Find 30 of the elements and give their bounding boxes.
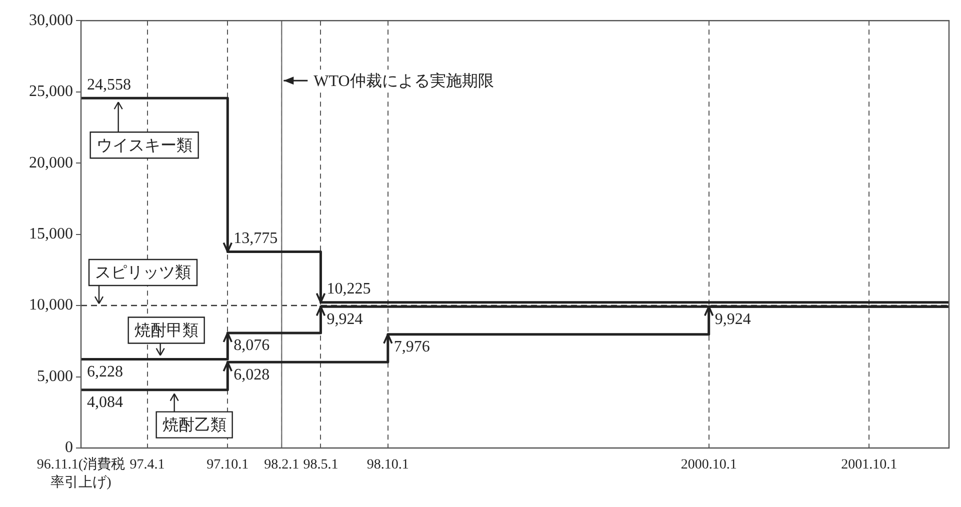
- series-label: 焼酎甲類: [134, 321, 198, 340]
- x-tick-label: 97.10.1: [206, 458, 249, 473]
- ref-line-label: WTO仲裁による実施期限: [314, 72, 494, 90]
- data-label: 6,028: [234, 366, 270, 384]
- y-tick-label: 20,000: [29, 154, 73, 172]
- x-tick-label: 97.4.1: [130, 458, 165, 473]
- data-label: 8,076: [234, 337, 270, 354]
- data-label: 24,558: [87, 76, 131, 94]
- data-label: 6,228: [87, 363, 123, 380]
- legend-label: ウイスキー類: [96, 136, 192, 154]
- legend-label: 焼酎乙類: [162, 416, 226, 434]
- data-label: 9,924: [326, 310, 363, 328]
- data-label: 10,225: [326, 280, 371, 298]
- data-label: 13,775: [234, 230, 278, 247]
- data-label: 7,976: [394, 338, 430, 356]
- y-tick-label: 0: [65, 439, 73, 456]
- x-tick-label: 98.2.1: [264, 458, 300, 473]
- x-tick-label: 98.10.1: [366, 458, 409, 473]
- x-tick-label: 98.5.1: [303, 458, 338, 473]
- x-tick-label: 2001.10.1: [841, 458, 898, 473]
- ref-line-label: スピリッツ類: [95, 264, 191, 282]
- x-tick-label: 2000.10.1: [680, 458, 737, 473]
- y-tick-label: 15,000: [29, 226, 73, 243]
- y-tick-label: 10,000: [29, 296, 73, 314]
- data-label: 9,924: [714, 310, 751, 328]
- data-label: 4,084: [87, 394, 123, 412]
- y-tick-label: 5,000: [37, 368, 73, 385]
- y-tick-label: 25,000: [29, 83, 73, 100]
- y-tick-label: 30,000: [29, 12, 73, 29]
- x-tick-label: 96.11.1(消費税率引上げ): [36, 456, 126, 491]
